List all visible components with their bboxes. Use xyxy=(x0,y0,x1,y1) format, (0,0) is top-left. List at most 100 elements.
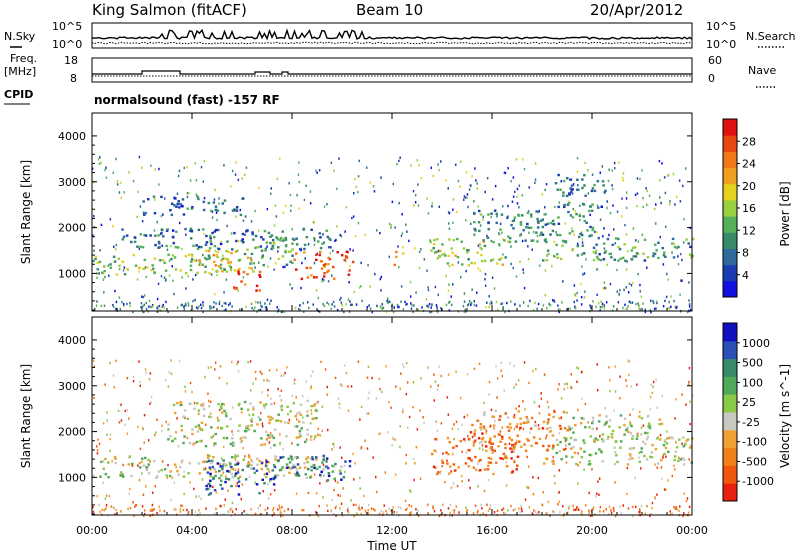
scatter-cell xyxy=(504,171,507,175)
scatter-cell xyxy=(627,250,629,253)
scatter-cell xyxy=(355,185,358,188)
scatter-cell xyxy=(369,285,371,288)
scatter-cell xyxy=(679,293,681,296)
scatter-cell xyxy=(223,164,225,167)
echo-cell xyxy=(564,437,568,440)
scatter-cell xyxy=(486,234,488,238)
scatter-cell xyxy=(163,276,166,279)
scatter-cell xyxy=(305,184,307,187)
scatter-cell xyxy=(542,491,544,494)
scatter-cell xyxy=(291,394,293,398)
scatter-cell xyxy=(509,362,511,365)
scatter-cell xyxy=(291,228,293,231)
echo-cell xyxy=(226,469,229,473)
near-range-cell xyxy=(322,303,324,306)
scatter-cell xyxy=(177,445,180,448)
echo-cell xyxy=(224,464,228,467)
echo-cell xyxy=(125,234,129,237)
near-range-cell xyxy=(383,504,385,507)
scatter-cell xyxy=(513,219,516,222)
scatter-cell xyxy=(374,272,376,276)
near-range-cell xyxy=(229,302,231,305)
colorbar-tick-label: 16 xyxy=(742,202,756,215)
scatter-cell xyxy=(107,264,110,267)
scatter-cell xyxy=(192,278,194,281)
echo-cell xyxy=(474,455,477,459)
scatter-cell xyxy=(537,476,540,480)
scatter-cell xyxy=(405,453,407,457)
scatter-cell xyxy=(109,433,112,436)
scatter-cell xyxy=(587,169,589,172)
scatter-cell xyxy=(160,214,163,218)
scatter-cell xyxy=(171,265,173,268)
scatter-cell xyxy=(622,306,624,310)
echo-cell xyxy=(617,246,620,249)
echo-cell xyxy=(616,460,619,464)
echo-cell xyxy=(448,441,451,444)
echo-cell xyxy=(589,435,592,438)
scatter-cell xyxy=(678,179,681,182)
echo-cell xyxy=(623,417,627,420)
echo-cell xyxy=(511,447,515,450)
near-range-cell xyxy=(669,306,671,310)
scatter-cell xyxy=(297,173,300,176)
echo-cell xyxy=(592,246,596,249)
near-range-cell xyxy=(510,300,512,303)
echo-cell xyxy=(459,440,463,443)
echo-cell xyxy=(474,229,477,232)
scatter-cell xyxy=(175,431,177,434)
echo-cell xyxy=(143,213,146,216)
near-range-cell xyxy=(264,508,267,512)
echo-cell xyxy=(650,456,654,459)
scatter-cell xyxy=(596,492,598,495)
scatter-cell xyxy=(427,286,429,289)
scatter-cell xyxy=(527,210,530,213)
near-range-cell xyxy=(682,514,684,518)
echo-cell xyxy=(319,473,322,477)
echo-cell xyxy=(240,280,243,283)
scatter-cell xyxy=(263,473,266,476)
scatter-cell xyxy=(244,173,246,176)
echo-cell xyxy=(583,174,586,177)
near-range-cell xyxy=(378,512,381,516)
echo-cell xyxy=(154,243,157,247)
scatter-cell xyxy=(451,452,454,456)
near-range-cell xyxy=(644,308,646,311)
scatter-cell xyxy=(665,455,667,458)
echo-cell xyxy=(569,187,572,190)
echo-cell xyxy=(521,214,524,217)
scatter-cell xyxy=(247,460,250,464)
echo-cell xyxy=(186,207,189,210)
colorbar-tick-label: -1000 xyxy=(742,475,774,488)
scatter-cell xyxy=(537,210,540,214)
scatter-cell xyxy=(455,370,457,373)
echo-cell xyxy=(270,402,273,406)
freq-strip: Freq. [MHz] 18 8 60 0 Nave CPID normalso… xyxy=(4,52,776,107)
echo-cell xyxy=(434,466,437,469)
echo-cell xyxy=(532,436,536,439)
echo-cell xyxy=(169,470,172,473)
echo-cell xyxy=(601,180,605,183)
echo-cell xyxy=(519,426,522,430)
echo-cell xyxy=(212,444,216,447)
scatter-cell xyxy=(109,361,111,365)
echo-cell xyxy=(231,209,235,212)
scatter-cell xyxy=(211,306,213,309)
scatter-cell xyxy=(367,365,370,369)
scatter-cell xyxy=(136,278,139,281)
scatter-cell xyxy=(184,385,186,388)
echo-cell xyxy=(659,438,662,441)
scatter-cell xyxy=(356,512,358,515)
near-range-cell xyxy=(650,299,652,302)
near-range-cell xyxy=(336,309,339,312)
echo-cell xyxy=(239,213,243,217)
scatter-cell xyxy=(316,171,318,174)
echo-cell xyxy=(432,465,436,468)
scatter-cell xyxy=(516,439,518,443)
near-range-cell xyxy=(410,302,412,305)
scatter-cell xyxy=(503,389,505,392)
scatter-cell xyxy=(392,436,394,440)
scatter-cell xyxy=(223,291,225,294)
echo-cell xyxy=(187,472,190,475)
scatter-cell xyxy=(659,196,661,199)
